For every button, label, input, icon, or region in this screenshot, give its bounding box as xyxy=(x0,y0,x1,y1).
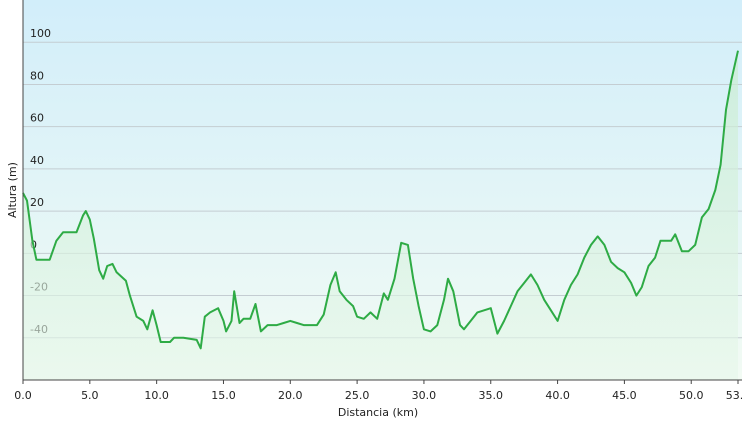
y-tick-label: 80 xyxy=(30,69,44,82)
x-axis-title: Distancia (km) xyxy=(338,406,418,419)
x-tick-label: 15.0 xyxy=(211,389,236,402)
y-tick-label: 100 xyxy=(30,27,51,40)
y-tick-label: 60 xyxy=(30,112,44,125)
y-tick-label: 20 xyxy=(30,196,44,209)
x-tick-label: 5.0 xyxy=(81,389,99,402)
elevation-line xyxy=(22,50,739,350)
x-tick-label: 20.0 xyxy=(278,389,303,402)
x-tick-label: 45.0 xyxy=(612,389,637,402)
x-tick-label: 40.0 xyxy=(545,389,570,402)
y-axis-title: Altura (m) xyxy=(6,162,19,218)
elevation-area xyxy=(23,50,738,380)
x-tick-label: 53.5 xyxy=(726,389,742,402)
x-tick-label: 30.0 xyxy=(412,389,437,402)
x-tick-label: 10.0 xyxy=(144,389,169,402)
y-tick-label: 40 xyxy=(30,154,44,167)
x-tick-label: 50.0 xyxy=(679,389,704,402)
x-tick-label: 0.0 xyxy=(14,389,32,402)
x-tick-label: 25.0 xyxy=(345,389,370,402)
x-tick-label: 35.0 xyxy=(479,389,504,402)
